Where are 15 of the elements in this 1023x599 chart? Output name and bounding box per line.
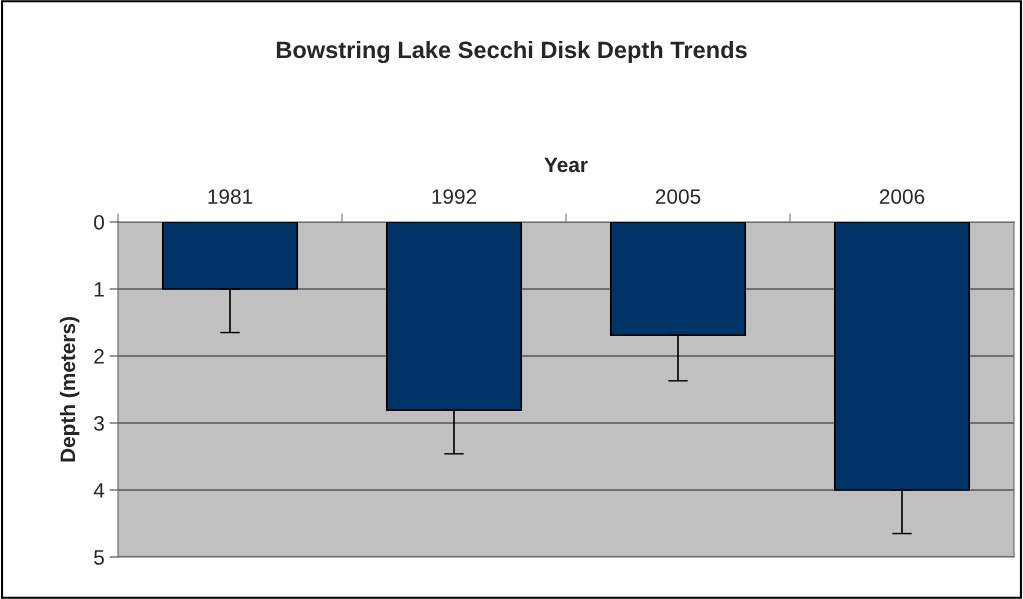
bar [833, 222, 971, 491]
x-tick-label: 2006 [879, 189, 925, 204]
x-tick-label: 1992 [432, 189, 477, 204]
bar [161, 222, 299, 290]
y-tick-label: 1 [94, 282, 104, 297]
y-tick-label: 0 [94, 215, 104, 230]
x-axis-title: Year [544, 157, 588, 173]
x-tick-label: 2005 [655, 189, 701, 204]
y-axis-title: Depth (meters) [59, 317, 80, 462]
y-tick-label: 2 [94, 349, 104, 364]
y-tick-label: 5 [94, 550, 104, 565]
y-tick-label: 4 [93, 483, 105, 498]
x-tick-label: 1981 [208, 189, 253, 204]
y-tick-label: 3 [94, 416, 104, 431]
chart-title: Bowstring Lake Secchi Disk Depth Trends [276, 40, 747, 64]
